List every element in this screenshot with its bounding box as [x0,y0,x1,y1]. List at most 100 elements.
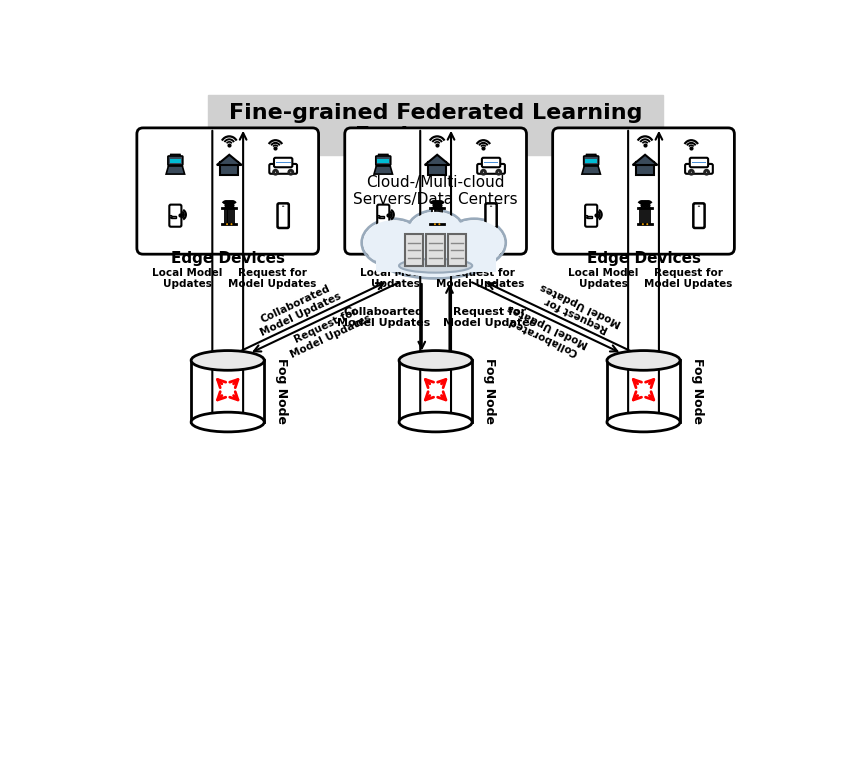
Text: Collaborated
Model Updates: Collaborated Model Updates [253,281,343,338]
FancyBboxPatch shape [269,164,297,174]
FancyBboxPatch shape [224,207,227,224]
Polygon shape [374,166,393,174]
Circle shape [481,169,486,175]
Circle shape [497,171,500,173]
Text: Request for
Model Updates: Request for Model Updates [436,267,524,289]
FancyBboxPatch shape [170,159,181,163]
FancyBboxPatch shape [552,128,734,254]
FancyBboxPatch shape [208,95,663,155]
FancyBboxPatch shape [229,207,230,224]
FancyBboxPatch shape [168,156,183,165]
Text: Request for
Model Updates: Request for Model Updates [443,306,536,328]
FancyBboxPatch shape [137,128,319,254]
Polygon shape [425,155,450,165]
Text: Cloud-/Multi-cloud
Servers/Data Centers: Cloud-/Multi-cloud Servers/Data Centers [354,175,518,207]
FancyBboxPatch shape [640,207,643,224]
FancyBboxPatch shape [685,164,713,174]
Ellipse shape [363,221,423,265]
Text: Edge Devices: Edge Devices [378,251,493,267]
Polygon shape [166,166,184,174]
FancyBboxPatch shape [586,159,597,163]
FancyBboxPatch shape [585,204,598,227]
Circle shape [439,223,440,225]
FancyBboxPatch shape [275,162,291,163]
Circle shape [586,215,588,218]
Text: Request for
Model Updates: Request for Model Updates [284,302,373,360]
FancyBboxPatch shape [376,250,496,272]
FancyBboxPatch shape [169,204,181,227]
Circle shape [706,171,708,173]
Circle shape [230,223,232,225]
Ellipse shape [399,412,473,432]
Ellipse shape [191,350,264,371]
Circle shape [290,171,292,173]
Text: Edge Devices: Edge Devices [171,251,285,267]
FancyBboxPatch shape [586,216,592,218]
FancyBboxPatch shape [405,234,423,267]
Ellipse shape [399,350,473,371]
FancyBboxPatch shape [171,216,176,218]
Polygon shape [399,361,473,422]
Text: Fog Node: Fog Node [690,358,704,424]
Circle shape [288,169,293,175]
Text: Local Model
Updates: Local Model Updates [152,267,223,289]
FancyBboxPatch shape [345,128,526,254]
FancyBboxPatch shape [482,158,501,167]
FancyBboxPatch shape [484,162,498,163]
FancyBboxPatch shape [433,207,434,224]
Ellipse shape [407,212,464,255]
Polygon shape [632,155,658,165]
Text: Fine-grained Federated Learning
Environment: Fine-grained Federated Learning Environm… [229,103,643,146]
FancyBboxPatch shape [448,234,467,267]
Circle shape [688,169,694,175]
FancyBboxPatch shape [436,207,439,224]
Ellipse shape [698,206,700,207]
Circle shape [226,223,228,225]
FancyBboxPatch shape [428,162,446,176]
Circle shape [690,171,693,173]
Text: Request for
Model Updates: Request for Model Updates [535,281,623,338]
FancyBboxPatch shape [694,204,705,228]
FancyBboxPatch shape [644,207,646,224]
Polygon shape [217,155,241,165]
Circle shape [434,223,436,225]
FancyBboxPatch shape [485,204,496,228]
FancyBboxPatch shape [278,204,289,228]
Polygon shape [607,361,680,422]
Ellipse shape [444,221,504,265]
Text: Request for
Model Updates: Request for Model Updates [228,267,316,289]
Ellipse shape [374,228,497,277]
FancyBboxPatch shape [274,158,292,167]
FancyBboxPatch shape [637,162,654,176]
Circle shape [704,169,709,175]
FancyBboxPatch shape [232,207,234,224]
Ellipse shape [407,211,464,256]
Circle shape [273,169,278,175]
Circle shape [170,215,172,218]
Polygon shape [584,155,598,166]
Polygon shape [168,155,182,166]
Circle shape [275,171,277,173]
FancyBboxPatch shape [379,216,384,218]
Text: Collaborated
Model Updates: Collaborated Model Updates [502,302,590,360]
Ellipse shape [490,206,492,207]
Circle shape [482,171,484,173]
Polygon shape [582,166,600,174]
FancyBboxPatch shape [220,162,238,176]
Circle shape [642,223,643,225]
FancyBboxPatch shape [648,207,649,224]
FancyBboxPatch shape [692,162,706,163]
Ellipse shape [362,220,424,266]
FancyBboxPatch shape [377,204,389,227]
FancyBboxPatch shape [584,156,598,165]
Text: Local Model
Updates: Local Model Updates [360,267,431,289]
FancyBboxPatch shape [690,158,708,167]
Circle shape [377,215,380,218]
FancyBboxPatch shape [439,207,442,224]
Text: Fog Node: Fog Node [483,358,496,424]
Text: Local Model
Updates: Local Model Updates [569,267,638,289]
FancyBboxPatch shape [427,234,445,267]
FancyBboxPatch shape [477,164,505,174]
FancyBboxPatch shape [377,159,389,163]
Ellipse shape [399,259,473,273]
